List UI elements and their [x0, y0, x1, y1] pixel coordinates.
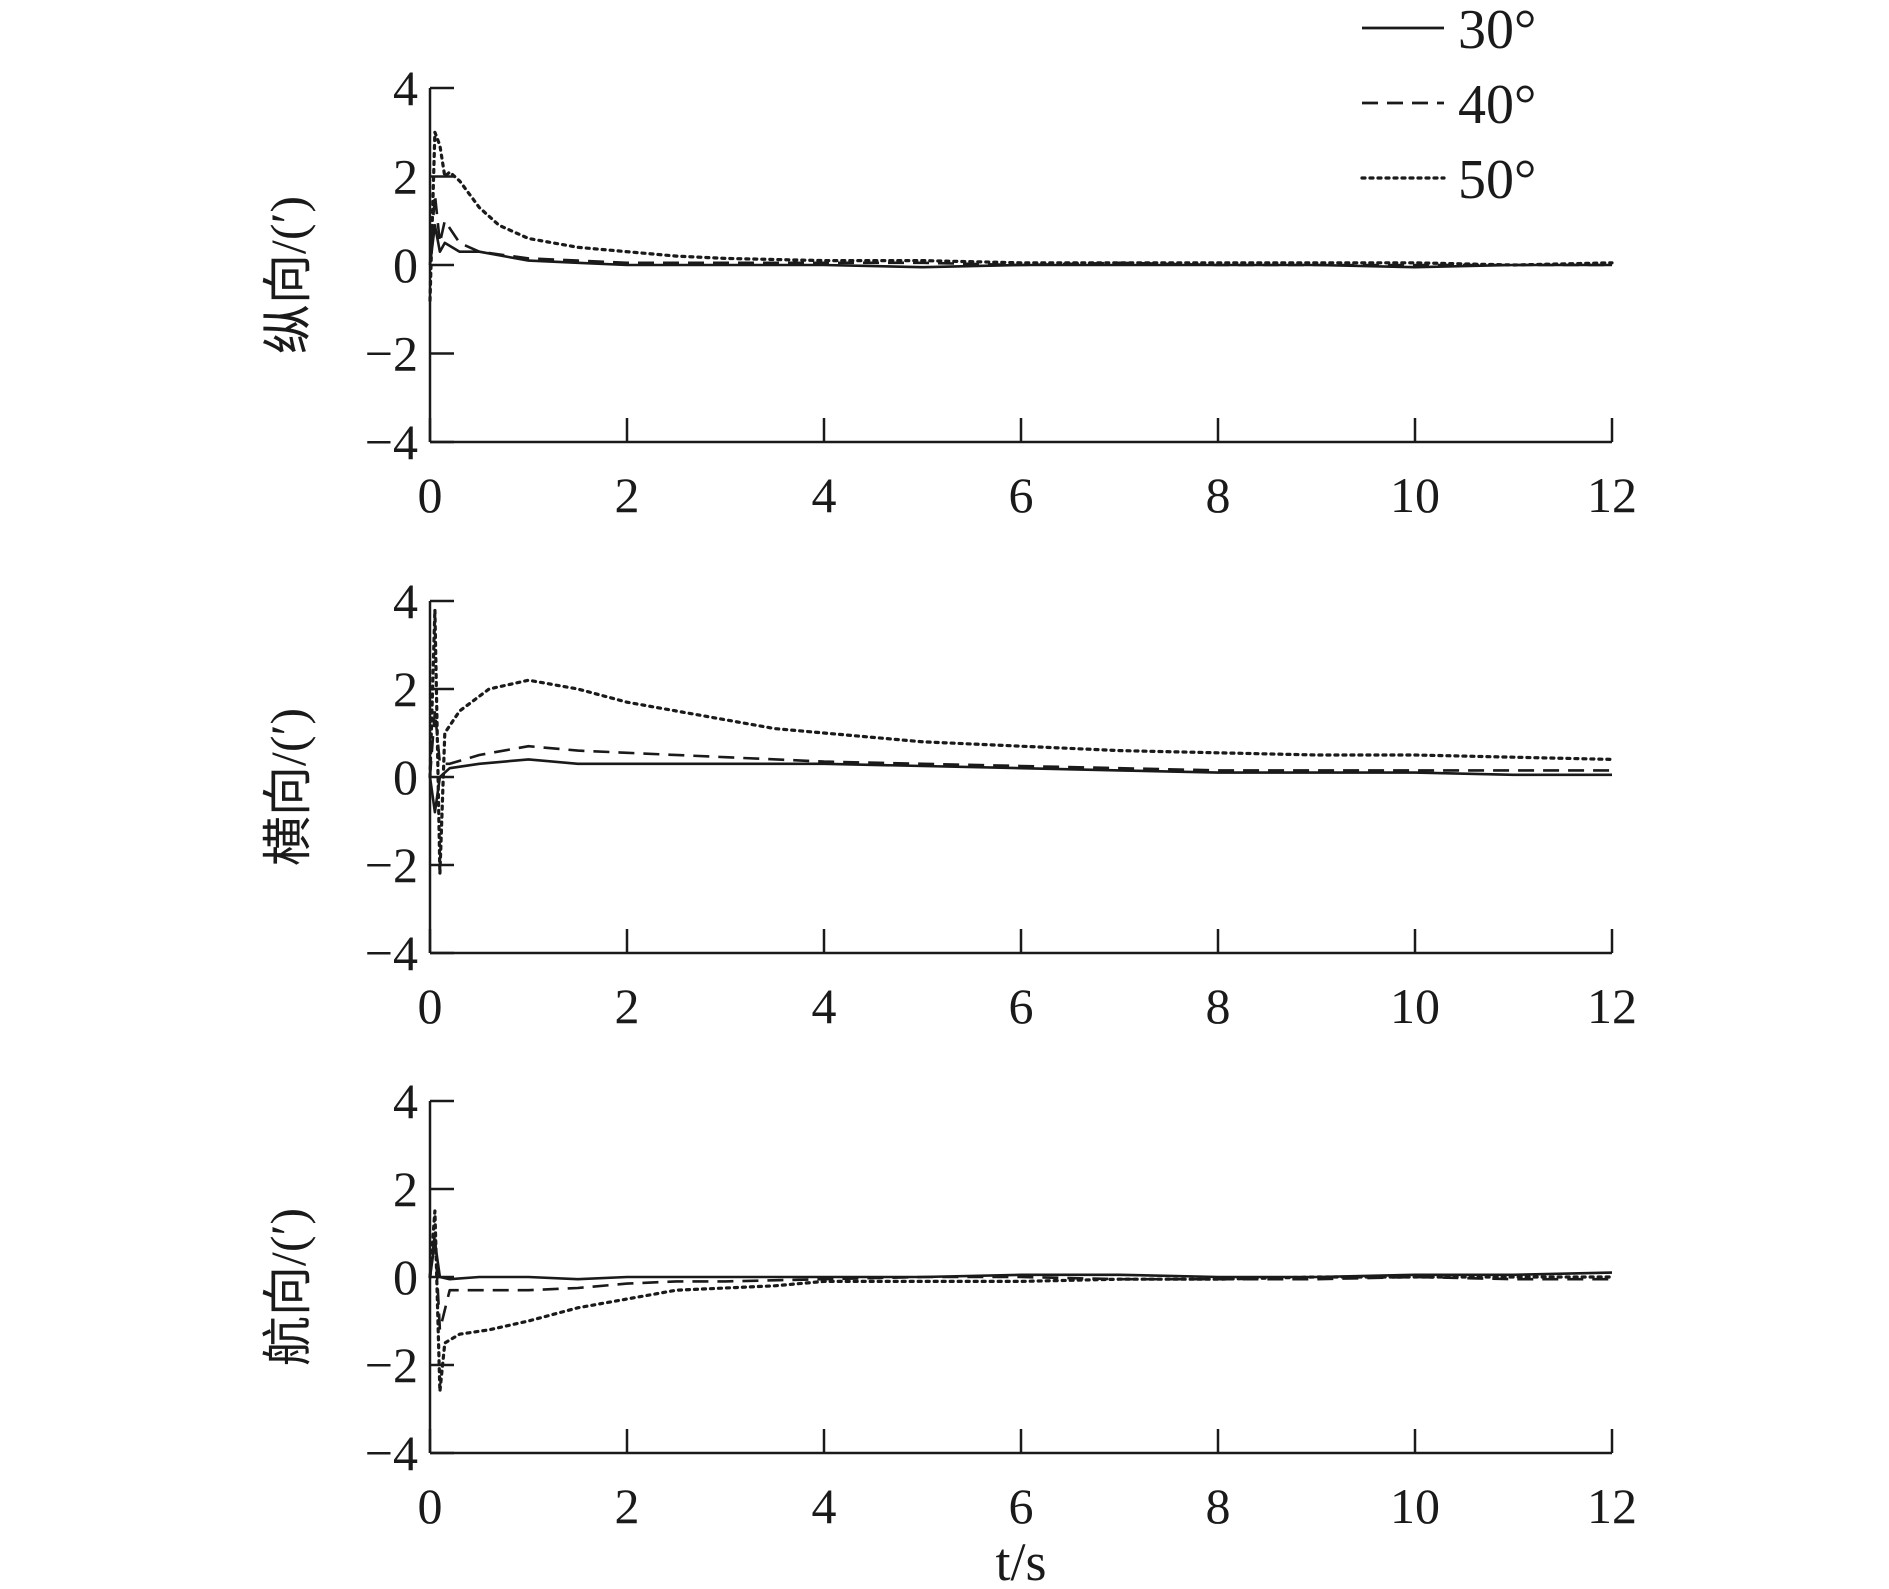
x-tick-label: 8	[1206, 978, 1231, 1034]
legend-label: 40°	[1458, 74, 1536, 136]
x-tick-label: 12	[1587, 1478, 1637, 1534]
y-tick-label: −4	[365, 414, 418, 470]
y-tick-label: 0	[393, 237, 418, 293]
series-line-50deg	[428, 1209, 1614, 1394]
y-tick-label: −2	[365, 1337, 418, 1393]
y-tick-label: 0	[393, 1249, 418, 1305]
y-tick-label: −4	[365, 925, 418, 981]
series-line-30deg	[428, 223, 1612, 269]
x-tick-label: 4	[812, 467, 837, 523]
x-tick-label: 0	[418, 1478, 443, 1534]
y-tick-label: 2	[393, 1161, 418, 1217]
x-tick-label: 6	[1009, 1478, 1034, 1534]
x-tick-label: 10	[1390, 467, 1440, 523]
y-tick-label: 4	[393, 1073, 418, 1129]
x-tick-label: 4	[812, 1478, 837, 1534]
chart-panel-2: 0 2 4 6 8 10 12 4 2 0 −2 −4 横向/(′)	[260, 573, 1637, 1034]
series-line-50deg	[428, 130, 1614, 302]
series-line-30deg	[428, 1240, 1613, 1281]
y-tick-label: −2	[365, 326, 418, 382]
y-tick-label: 0	[393, 749, 418, 805]
x-tick-label: 2	[615, 978, 640, 1034]
x-tick-label: 8	[1206, 467, 1231, 523]
y-tick-label: 4	[393, 60, 418, 116]
x-tick-label: 4	[812, 978, 837, 1034]
x-tick-label: 12	[1587, 467, 1637, 523]
x-tick-label: 2	[615, 467, 640, 523]
legend-label: 50°	[1458, 149, 1536, 211]
y-axis-label: 航向/(′)	[260, 1208, 316, 1366]
y-axis-label: 横向/(′)	[260, 708, 316, 866]
series-line-30deg	[428, 758, 1612, 814]
y-tick-label: −4	[365, 1425, 418, 1481]
x-tick-label: 12	[1587, 978, 1637, 1034]
x-tick-label: 0	[418, 978, 443, 1034]
series-line-40deg	[428, 1231, 1612, 1332]
y-tick-label: 2	[393, 661, 418, 717]
x-tick-label: 6	[1009, 978, 1034, 1034]
series-line-50deg	[428, 608, 1614, 876]
x-tick-label: 0	[418, 467, 443, 523]
chart-panel-1: 0 2 4 6 8 10 12 4 2 0 −2 −4 纵向/(′)	[260, 60, 1637, 523]
x-tick-label: 10	[1390, 1478, 1440, 1534]
series-line-40deg	[428, 709, 1612, 778]
y-tick-label: −2	[365, 837, 418, 893]
x-tick-label: 6	[1009, 467, 1034, 523]
y-axis-label: 纵向/(′)	[260, 196, 316, 354]
x-tick-label: 10	[1390, 978, 1440, 1034]
x-tick-label: 2	[615, 1478, 640, 1534]
x-tick-label: 8	[1206, 1478, 1231, 1534]
legend-label: 30°	[1458, 0, 1536, 61]
y-tick-label: 4	[393, 573, 418, 629]
series-line-40deg	[428, 192, 1612, 267]
legend: 30° 40° 50°	[1360, 0, 1536, 211]
x-axis-label: t/s	[995, 1532, 1046, 1589]
y-tick-label: 2	[393, 149, 418, 205]
chart-panel-3: 0 2 4 6 8 10 12 4 2 0 −2 −4 航向/(′)	[260, 1073, 1637, 1534]
